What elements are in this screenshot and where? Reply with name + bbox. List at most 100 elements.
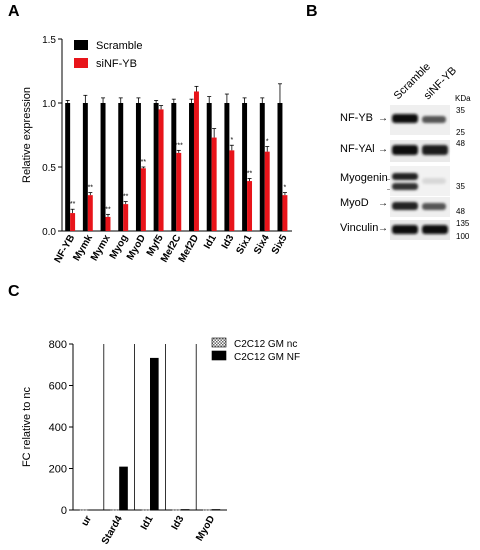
legend-label: siNF-YB	[96, 58, 137, 70]
y-tick-label: 0	[61, 505, 67, 517]
bar-nc	[141, 509, 150, 511]
category-label: Id3	[170, 514, 187, 532]
legend-label: Scramble	[96, 40, 142, 52]
bar-scramble	[189, 103, 194, 231]
bar-nfyb	[119, 466, 128, 510]
blot-label-nfyb: NF-YB	[340, 112, 373, 124]
bar-sinfyb	[87, 195, 93, 231]
significance-mark: **	[70, 201, 76, 208]
blot-label-nfyal: NF-YAl	[340, 143, 375, 155]
category-label: Six1	[234, 233, 254, 257]
category-label: Id1	[202, 233, 219, 251]
blot-marker-35b: 35	[456, 182, 465, 191]
legend-swatch	[211, 350, 227, 361]
blot-arrow-vinculin: →	[378, 223, 388, 234]
bar-scramble	[65, 103, 71, 231]
bar-sinfyb	[229, 150, 235, 231]
bar-scramble	[259, 103, 265, 231]
category-label: Id3	[220, 233, 237, 251]
y-tick-label: 0.5	[42, 163, 56, 174]
bar-nc	[110, 509, 120, 511]
blot-band-myogenin-scramble-2	[392, 183, 418, 190]
y-tick-label: 200	[49, 464, 67, 476]
bar-scramble	[224, 103, 230, 231]
category-label: ur	[80, 514, 95, 528]
blot-band-nfyal-si	[422, 145, 448, 155]
category-label: Six5	[270, 233, 290, 257]
blot-arrow-nfyb: →	[378, 113, 388, 124]
bar-sinfyb	[264, 151, 270, 231]
y-axis-label: Relative expression	[21, 87, 33, 183]
legend-swatch	[74, 40, 88, 50]
bar-nfyb	[180, 509, 190, 510]
category-label: Stard4	[100, 514, 125, 547]
bar-nc	[79, 509, 89, 511]
bar-sinfyb	[70, 213, 76, 231]
significance-mark: **	[141, 159, 147, 166]
bar-sinfyb	[123, 204, 129, 231]
blot-marker-48b: 48	[456, 207, 465, 216]
blot-band-nfyal-scramble	[392, 145, 418, 155]
significance-mark: **	[105, 206, 111, 213]
blot-marker-48a: 48	[456, 139, 465, 148]
bar-scramble	[82, 103, 88, 231]
western-blot-b: Scramble siNF-YB KDa NF-YB → 35 25 NF-YA…	[340, 61, 471, 241]
category-label: Id1	[139, 514, 156, 532]
significance-mark: *	[230, 137, 233, 144]
bar-scramble	[100, 103, 106, 231]
bar-nc	[172, 509, 181, 511]
chart-c: 0 200 400 600 800 FC relative to nc ur Stard4 Id…	[21, 337, 300, 547]
significance-mark: *	[284, 185, 287, 192]
significance-mark: ***	[175, 142, 183, 149]
blot-label-vinculin: Vinculin	[340, 222, 378, 234]
y-tick-label: 1.5	[42, 35, 56, 46]
bar-scramble	[242, 103, 248, 231]
blot-marker-135: 135	[456, 219, 470, 228]
bar-sinfyb	[158, 109, 164, 231]
bar-scramble	[171, 103, 177, 231]
y-axis-label: FC relative to nc	[21, 386, 33, 467]
blot-band-vinculin-si	[422, 225, 448, 234]
blot-band-nfyb-scramble	[392, 114, 418, 123]
blot-marker-100: 100	[456, 232, 470, 241]
bar-scramble	[135, 103, 141, 231]
y-tick-label: 600	[49, 381, 67, 393]
bar-sinfyb	[247, 181, 253, 231]
blot-arrow-nfyal: →	[378, 144, 388, 155]
significance-mark: **	[88, 185, 94, 192]
bar-sinfyb	[176, 152, 182, 231]
blot-marker-35a: 35	[456, 106, 465, 115]
panel-label-c: C	[8, 283, 20, 300]
panel-label-a: A	[8, 3, 20, 20]
y-tick-label: 800	[49, 339, 67, 351]
blot-arrow-myod: →	[378, 198, 388, 209]
blot-band-myod-si	[422, 203, 446, 210]
significance-mark: **	[123, 194, 129, 201]
category-label: MyoD	[194, 514, 217, 543]
bar-sinfyb	[193, 91, 199, 231]
blot-band-myod-scramble	[392, 202, 418, 210]
bar-scramble	[277, 103, 283, 231]
blot-band-nfyb-si	[422, 116, 446, 123]
legend-label: C2C12 GM nc	[234, 339, 297, 350]
bar-sinfyb	[282, 195, 288, 231]
blot-label-myod: MyoD	[340, 197, 369, 209]
y-tick-label: 0.0	[42, 227, 56, 238]
bar-scramble	[118, 103, 124, 231]
blot-unit: KDa	[455, 94, 471, 103]
y-tick-label: 400	[49, 422, 67, 434]
legend-swatch	[211, 337, 227, 348]
bar-scramble	[206, 103, 212, 231]
legend-swatch	[74, 58, 88, 68]
bar-sinfyb	[211, 137, 217, 231]
category-label: Six4	[252, 233, 272, 257]
category-label: NF-YB	[53, 233, 78, 265]
legend-label: C2C12 GM NF-YB	[234, 352, 300, 363]
blot-band-myogenin-si	[422, 178, 446, 184]
blot-label-myogenin: Myogenin	[340, 172, 388, 184]
blot-band-vinculin-scramble	[392, 225, 418, 234]
blot-band-myogenin-scramble-1	[392, 173, 418, 180]
blot-marker-25: 25	[456, 128, 465, 137]
bar-sinfyb	[140, 168, 146, 231]
